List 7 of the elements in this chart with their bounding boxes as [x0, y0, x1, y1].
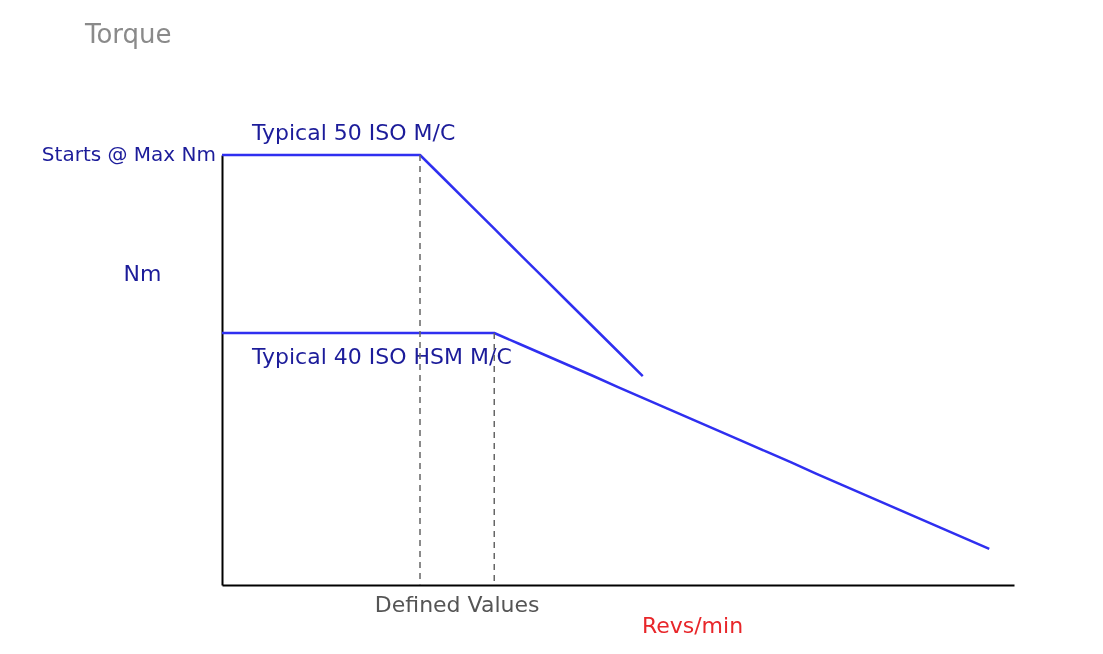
x-axis-title: Revs/min [641, 612, 744, 638]
y-axis-title: Nm [123, 260, 162, 286]
series-label: Typical 50 ISO M/C [251, 120, 456, 145]
series-label: Typical 40 ISO HSM M/C [251, 344, 512, 370]
chart-title: Torque [84, 19, 172, 49]
text: Defined Values [374, 592, 540, 617]
text: Starts @ Max Nm [41, 142, 216, 166]
